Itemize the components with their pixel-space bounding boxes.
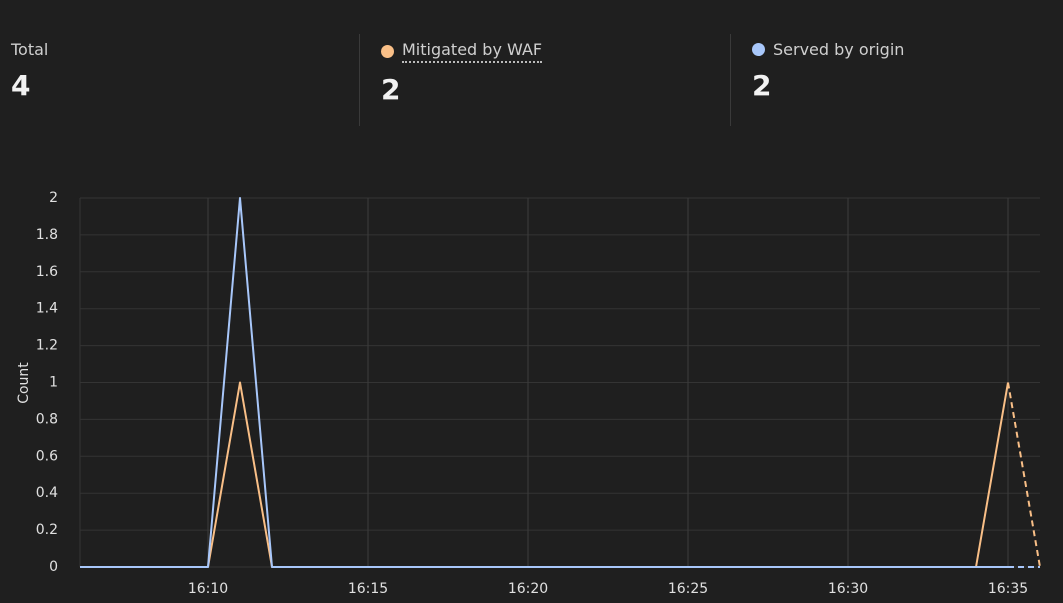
y-tick-label: 0.6 <box>36 448 58 464</box>
y-tick-label: 0.4 <box>36 485 58 501</box>
x-tick-label: 16:10 <box>188 581 228 597</box>
stat-label[interactable]: Mitigated by WAF <box>402 40 543 63</box>
stat-label: Served by origin <box>773 40 905 59</box>
stat-value: 2 <box>752 69 772 102</box>
stat-total: Total 4 <box>11 40 48 126</box>
x-tick-label: 16:20 <box>508 581 548 597</box>
stat-origin: Served by origin 2 <box>752 40 904 126</box>
x-tick-label: 16:25 <box>668 581 708 597</box>
stat-label: Total <box>11 40 49 59</box>
y-tick-label: 2 <box>49 190 58 206</box>
y-tick-label: 1.4 <box>36 301 58 317</box>
series-line <box>80 197 1008 568</box>
divider <box>730 34 731 126</box>
y-tick-label: 0 <box>49 559 58 575</box>
series-line <box>80 381 1009 568</box>
legend-dot <box>752 43 765 56</box>
x-tick-label: 16:30 <box>828 581 868 597</box>
legend-dot <box>381 45 394 58</box>
stat-value: 4 <box>11 69 31 102</box>
y-tick-label: 1.6 <box>36 264 58 280</box>
stat-waf: Mitigated by WAF 2 <box>381 40 543 126</box>
y-tick-label: 0.2 <box>36 522 58 538</box>
stat-value: 2 <box>381 73 401 106</box>
x-tick-label: 16:35 <box>988 581 1028 597</box>
x-tick-label: 16:15 <box>348 581 388 597</box>
y-tick-label: 1 <box>49 375 58 391</box>
y-tick-label: 0.8 <box>36 411 58 427</box>
y-tick-label: 1.2 <box>36 338 58 354</box>
y-tick-label: 1.8 <box>36 227 58 243</box>
divider <box>359 34 360 126</box>
series-line-partial <box>1007 382 1041 568</box>
y-axis-label: Count <box>16 362 32 404</box>
